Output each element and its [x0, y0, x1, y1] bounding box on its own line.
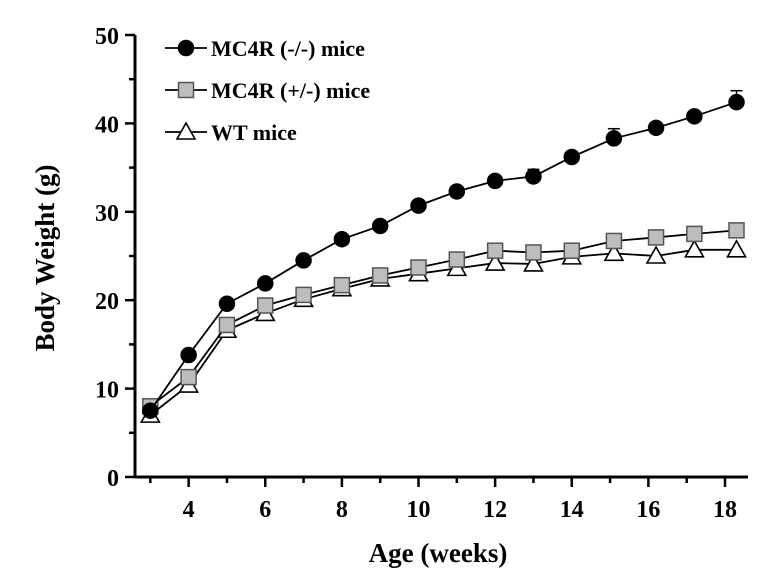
data-point — [525, 244, 542, 261]
data-point — [410, 259, 427, 276]
data-point — [295, 286, 312, 304]
data-point — [563, 242, 581, 259]
data-point — [257, 275, 274, 292]
series-circle — [142, 89, 745, 419]
x-tick-label: 8 — [336, 497, 348, 523]
data-point — [647, 229, 665, 246]
x-tick-label: 18 — [713, 497, 737, 523]
y-tick-label: 40 — [95, 112, 119, 138]
data-point — [410, 197, 427, 214]
x-tick-label: 12 — [483, 497, 507, 523]
data-point — [563, 148, 581, 166]
data-point — [180, 346, 197, 364]
data-point — [645, 245, 667, 264]
legend-label: MC4R (+/-) mice — [211, 78, 370, 103]
data-point — [486, 242, 504, 259]
data-point — [605, 130, 623, 147]
y-tick-label: 0 — [107, 466, 119, 492]
data-point — [486, 172, 504, 190]
data-point — [448, 183, 466, 200]
data-point — [484, 252, 506, 271]
x-axis-title: Age (weeks) — [369, 538, 508, 568]
x-tick-label: 16 — [636, 497, 660, 523]
data-point — [605, 232, 623, 250]
data-point — [218, 316, 236, 334]
y-axis-title: Body Weight (g) — [30, 164, 60, 351]
axes: 0 10 20 30 40 50 4 6 8 10 12 14 16 18 — [95, 24, 748, 523]
x-tick-label: 14 — [560, 497, 584, 523]
series-line — [149, 248, 737, 416]
legend-item: MC4R (+/-) mice — [165, 78, 370, 103]
legend-marker — [177, 81, 195, 99]
data-point — [257, 297, 274, 314]
data-point — [603, 242, 625, 262]
x-tick-label: 6 — [259, 497, 271, 523]
data-point — [647, 119, 665, 137]
y-tick-label: 20 — [95, 289, 119, 315]
legend-item: MC4R (-/-) mice — [165, 36, 365, 61]
data-point — [142, 402, 159, 419]
x-tick-label: 10 — [407, 497, 431, 523]
series-line — [149, 101, 737, 412]
series-square — [142, 222, 745, 415]
series-layer — [139, 89, 747, 423]
y-tick-label: 50 — [95, 24, 119, 50]
data-point — [523, 253, 544, 272]
data-point — [728, 93, 745, 111]
legend-marker — [175, 121, 197, 140]
data-point — [295, 252, 312, 269]
data-point — [448, 251, 466, 268]
data-point — [180, 368, 197, 386]
legend-label: MC4R (-/-) mice — [211, 36, 365, 61]
data-point — [218, 295, 236, 312]
data-point — [726, 239, 747, 258]
data-point — [728, 222, 745, 239]
legend-item: WT mice — [165, 120, 297, 145]
data-point — [525, 168, 542, 185]
legend-label: WT mice — [211, 120, 297, 145]
data-point — [686, 225, 703, 243]
data-point — [371, 267, 389, 284]
series-line — [149, 229, 737, 407]
data-point — [333, 276, 351, 294]
data-point — [683, 239, 705, 258]
data-point — [686, 108, 703, 125]
legend-marker — [177, 39, 195, 57]
legend: MC4R (-/-) mice MC4R (+/-) mice WT mice — [165, 36, 370, 145]
y-tick-label: 30 — [95, 201, 119, 227]
data-point — [371, 217, 389, 235]
data-point — [333, 230, 351, 248]
y-tick-label: 10 — [95, 378, 119, 404]
x-tick-label: 4 — [183, 497, 195, 523]
